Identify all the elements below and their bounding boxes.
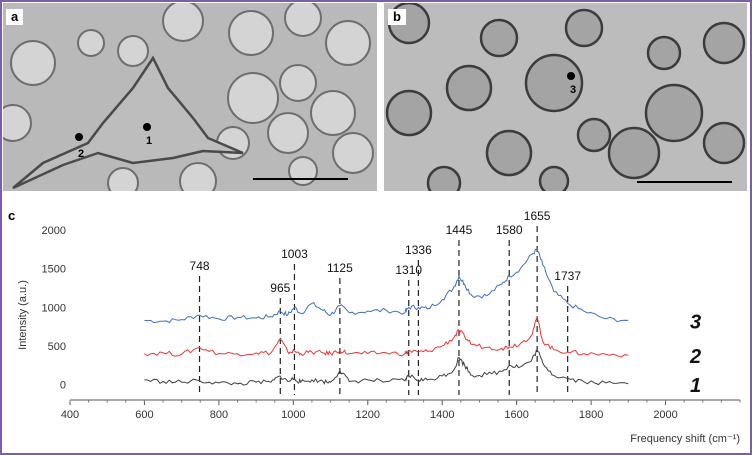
y-tick-label-1500: 1500 (42, 264, 66, 276)
peak-label-1445: 1445 (446, 223, 473, 237)
y-tick-label-0: 0 (60, 380, 66, 392)
panel-letter-b: b (388, 9, 406, 25)
y-tick-label-2000: 2000 (42, 225, 66, 237)
x-tick-label-1000: 1000 (281, 409, 305, 421)
x-tick-label-600: 600 (135, 409, 153, 421)
x-axis-label: Frequency shift (cm⁻¹) (630, 433, 740, 445)
series-label-3: 3 (690, 311, 701, 333)
peak-label-1655: 1655 (524, 209, 551, 223)
peak-label-748: 748 (190, 259, 210, 273)
marker-a-1-label: 1 (146, 135, 153, 147)
chart-axes: 400 600 800 1000 1200 1400 1600 1800 2000 0 500 100… (17, 225, 741, 445)
micrograph-b-image (384, 3, 747, 191)
scale-bar-a (253, 178, 348, 180)
x-tick-label-1600: 1600 (504, 409, 528, 421)
panel-letter-c: c (8, 208, 16, 223)
marker-a-2 (75, 133, 83, 141)
series-line-1 (144, 349, 629, 386)
micrograph-a-image (3, 3, 377, 191)
peak-label-1003: 1003 (281, 247, 308, 261)
x-tick-label-2000: 2000 (653, 409, 677, 421)
x-tick-label-1200: 1200 (356, 409, 380, 421)
x-tick-label-1400: 1400 (430, 409, 454, 421)
y-axis-label: Intensity (a.u.) (17, 280, 29, 350)
series-line-3 (144, 248, 629, 324)
micrograph-b: 3 (384, 3, 747, 191)
scale-bar-b (637, 181, 732, 183)
x-tick-label-800: 800 (210, 409, 228, 421)
series-line-2 (144, 315, 629, 358)
x-tick-label-1800: 1800 (579, 409, 603, 421)
peak-label-1336: 1336 (405, 243, 432, 257)
series-label-1: 1 (690, 375, 701, 397)
x-tick-label-400: 400 (61, 409, 79, 421)
series-label-2: 2 (689, 346, 701, 368)
marker-a-1 (143, 123, 151, 131)
raman-spectrum-chart: 400 600 800 1000 1200 1400 1600 1800 2000 0 500 100… (17, 209, 741, 445)
marker-b-3 (567, 72, 575, 80)
peak-label-1310: 1310 (395, 263, 422, 277)
chart-labels: 3 2 1 (689, 311, 701, 396)
y-tick-label-1000: 1000 (42, 302, 66, 314)
y-tick-label-500: 500 (48, 341, 66, 353)
peak-label-965: 965 (270, 281, 290, 295)
panel-letter-a: a (6, 9, 24, 25)
peak-label-1580: 1580 (496, 223, 523, 237)
marker-a-2-label: 2 (78, 148, 85, 160)
peak-label-1125: 1125 (327, 261, 353, 275)
peak-label-1737: 1737 (554, 269, 581, 283)
marker-b-3-label: 3 (570, 84, 577, 96)
micrograph-a: 1 2 (3, 3, 377, 191)
series-group (144, 248, 629, 386)
